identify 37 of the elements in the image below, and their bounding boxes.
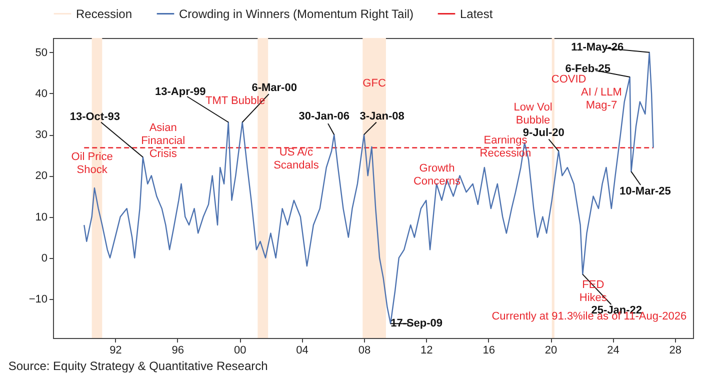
x-tick-label: 96 [172, 344, 184, 356]
annotation: 11-May-26 [571, 41, 624, 54]
x-tick-label: 28 [669, 344, 682, 356]
y-tick-label: 50 [35, 46, 48, 59]
y-tick-label: 20 [35, 170, 48, 182]
annotation: 3-Jan-08 [360, 110, 404, 123]
annotation: 30-Jan-06 [298, 110, 350, 123]
y-tick-label: −10 [28, 293, 48, 306]
x-tick-label: 92 [110, 344, 122, 356]
y-tick-label: 30 [35, 129, 48, 142]
x-tick-label: 08 [358, 344, 371, 356]
x-tick-label: 12 [420, 344, 433, 356]
annotation: 13-Oct-93 [70, 111, 120, 124]
annotation: 6-Mar-00 [252, 82, 297, 94]
band-label: Recession [76, 6, 132, 21]
legend-label: Crowding in Winners (Momentum Right Tail) [179, 6, 414, 21]
annotation: 6-Feb-25 [565, 63, 610, 76]
x-tick-label: 16 [482, 344, 495, 356]
x-tick-label: 00 [234, 344, 246, 356]
x-tick-label: 04 [296, 344, 308, 356]
annotation: 13-Apr-99 [155, 86, 206, 98]
y-tick-label: 40 [35, 88, 48, 100]
annotation: Oil Price Shock [71, 151, 113, 176]
legend-label: Latest [460, 6, 494, 21]
annotation: Low Vol Bubble [514, 102, 552, 127]
y-tick-label: 0 [41, 252, 48, 264]
annotation: AI / LLM Mag-7 [580, 86, 622, 112]
x-tick-label: 24 [607, 344, 620, 356]
annotation: COVID [551, 74, 586, 86]
x-tick-label: 20 [544, 344, 558, 356]
annotation: Asian Financial Crisis [141, 122, 186, 160]
annotation: GFC [362, 78, 386, 90]
source-note: Source: Equity Strategy & Quantitative Research [8, 359, 268, 373]
annotation: 17-Sep-09 [390, 318, 443, 330]
y-tick-label: 10 [35, 211, 48, 224]
annotation: 10-Mar-25 [620, 186, 671, 198]
annotation: US A/c Scandals [274, 146, 320, 172]
